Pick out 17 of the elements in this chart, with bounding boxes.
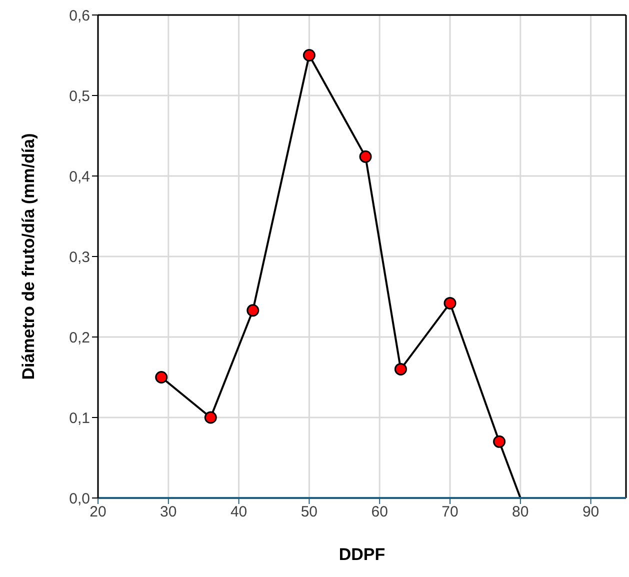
x-tick-label: 20 [90,504,106,521]
y-tick-label: 0,1 [69,410,90,427]
x-tick-label: 50 [300,504,318,521]
x-tick-label: 80 [512,504,529,521]
y-tick-label: 0,0 [69,490,90,508]
x-tick-label: 30 [160,504,177,521]
x-tick-label: 60 [371,504,388,521]
y-tick-label: 0,5 [69,88,90,105]
x-tick-label: 40 [230,504,248,521]
y-tick-label: 0,3 [69,248,90,266]
y-tick-label: 0,2 [69,329,90,346]
x-tick-label: 70 [442,504,458,521]
y-tick-label: 0,4 [69,168,90,186]
y-tick-label: 0,6 [69,7,90,24]
x-axis-title: DDPF [338,545,386,564]
y-axis-title: Diámetro de fruto/día (mm/día) [19,133,38,380]
x-tick-label: 90 [582,504,600,521]
